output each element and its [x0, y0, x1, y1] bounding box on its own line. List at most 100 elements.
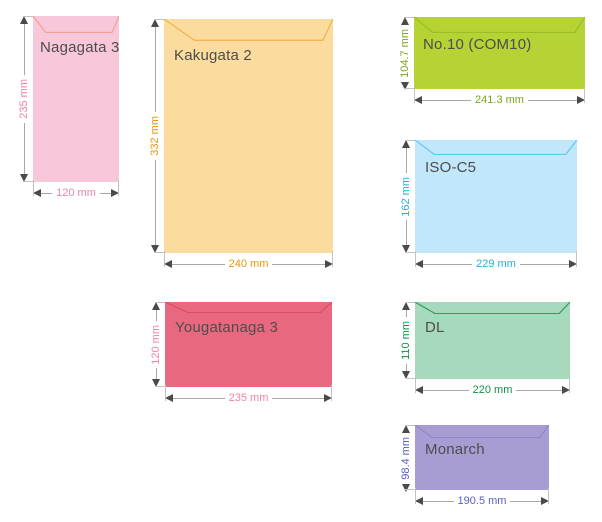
width-label: 229 mm: [476, 257, 516, 270]
dimension-line: [527, 99, 578, 101]
envelope-kakugata2: Kakugata 2: [164, 19, 333, 253]
extension-tick: [584, 87, 585, 103]
width-dimension: 235 mm: [165, 385, 332, 407]
width-label: 235 mm: [228, 391, 269, 404]
dimension-line: [405, 148, 407, 173]
width-label: 190.5 mm: [457, 494, 507, 507]
extension-tick: [548, 488, 549, 504]
height-label: 120 mm: [149, 324, 162, 365]
envelope-name: ISO-C5: [425, 159, 477, 176]
width-dimension: 241.3 mm: [414, 87, 586, 109]
height-label: 98.4 mm: [399, 437, 412, 480]
dimension-line: [154, 159, 156, 245]
extension-tick: [415, 251, 416, 267]
arrow-left-icon: [415, 386, 423, 394]
arrow-down-icon: [402, 245, 410, 253]
arrow-right-icon: [111, 189, 119, 197]
envelope-figure-dl: 110 mm DL 220 mm: [400, 302, 570, 395]
envelope-no10-com10: No.10 (COM10): [414, 17, 585, 89]
arrow-left-icon: [414, 96, 422, 104]
extension-tick: [405, 378, 419, 379]
dimension-line: [423, 263, 473, 265]
extension-tick: [576, 251, 577, 267]
arrow-down-icon: [151, 245, 159, 253]
envelope-flap-icon: [165, 302, 332, 313]
height-label: 332 mm: [148, 116, 161, 156]
arrow-right-icon: [541, 497, 550, 505]
dimension-line: [423, 389, 469, 391]
dimension-line: [23, 122, 25, 174]
dimension-line: [23, 24, 25, 76]
extension-tick: [332, 251, 333, 267]
width-dimension: 120 mm: [33, 180, 119, 202]
width-dimension: 229 mm: [415, 251, 577, 273]
envelope-monarch: Monarch: [415, 425, 549, 490]
extension-tick: [415, 377, 416, 393]
arrow-right-icon: [325, 260, 333, 268]
height-dimension: 162 mm: [396, 140, 419, 253]
height-label: 235 mm: [17, 79, 30, 119]
dimension-line: [423, 500, 454, 502]
dimension-line: [510, 500, 542, 502]
envelope-flap-icon: [414, 17, 585, 33]
height-label: 162 mm: [399, 176, 412, 217]
extension-tick: [405, 425, 419, 426]
dimension-line: [519, 263, 569, 265]
dimension-line: [173, 397, 225, 399]
envelope-name: Yougatanaga 3: [175, 319, 278, 336]
envelope-yougatanaga3: Yougatanaga 3: [165, 302, 332, 387]
envelope-figure-yougatanaga3: 120 mm Yougatanaga 3 235 mm: [150, 302, 332, 403]
dimension-line: [405, 310, 407, 318]
extension-tick: [404, 17, 418, 18]
width-label: 240 mm: [228, 257, 269, 270]
envelope-dl: DL: [415, 302, 570, 379]
envelope-iso-c5: ISO-C5: [415, 140, 577, 253]
arrow-right-icon: [562, 386, 570, 394]
dimension-line: [405, 220, 407, 245]
envelope-figure-no10-com10: 104.7 mm No.10 (COM10) 241.3 mm: [399, 17, 586, 105]
arrow-right-icon: [324, 394, 332, 402]
envelope-flap-icon: [415, 140, 577, 155]
envelope-flap-icon: [415, 425, 549, 438]
width-dimension: 220 mm: [415, 377, 570, 399]
extension-tick: [405, 489, 419, 490]
envelope-name: Monarch: [425, 441, 485, 458]
width-dimension: 190.5 mm: [415, 488, 550, 510]
width-label: 220 mm: [472, 383, 513, 396]
envelope-name: DL: [425, 319, 445, 336]
width-label: 120 mm: [56, 186, 96, 199]
arrow-down-icon: [402, 371, 410, 380]
dimension-line: [154, 27, 156, 113]
height-dimension: 235 mm: [14, 16, 37, 182]
arrow-up-icon: [20, 16, 28, 24]
arrow-up-icon: [152, 302, 160, 310]
arrow-left-icon: [415, 260, 423, 268]
extension-tick: [23, 16, 37, 17]
dimension-line: [99, 192, 111, 194]
width-label: 241.3 mm: [475, 93, 524, 106]
arrow-right-icon: [569, 260, 577, 268]
extension-tick: [405, 252, 419, 253]
arrow-down-icon: [20, 174, 28, 182]
envelope-flap-icon: [164, 19, 333, 41]
arrow-left-icon: [165, 394, 173, 402]
extension-tick: [155, 302, 169, 303]
extension-tick: [118, 180, 119, 196]
width-dimension: 240 mm: [164, 251, 333, 273]
arrow-up-icon: [402, 425, 410, 433]
extension-tick: [154, 19, 168, 20]
dimension-line: [405, 363, 407, 372]
envelope-name: Nagagata 3: [40, 39, 120, 56]
extension-tick: [155, 386, 169, 387]
height-label: 104.7 mm: [398, 29, 411, 78]
arrow-up-icon: [151, 19, 159, 27]
envelope-nagagata3: Nagagata 3: [33, 16, 119, 182]
extension-tick: [415, 488, 416, 504]
dimension-line: [272, 397, 324, 399]
extension-tick: [331, 385, 332, 401]
envelope-flap-icon: [33, 16, 119, 33]
envelope-name: Kakugata 2: [174, 47, 252, 64]
envelope-figure-monarch: 98.4 mm Monarch 190.5 mm: [400, 425, 550, 506]
dimension-line: [422, 99, 472, 101]
